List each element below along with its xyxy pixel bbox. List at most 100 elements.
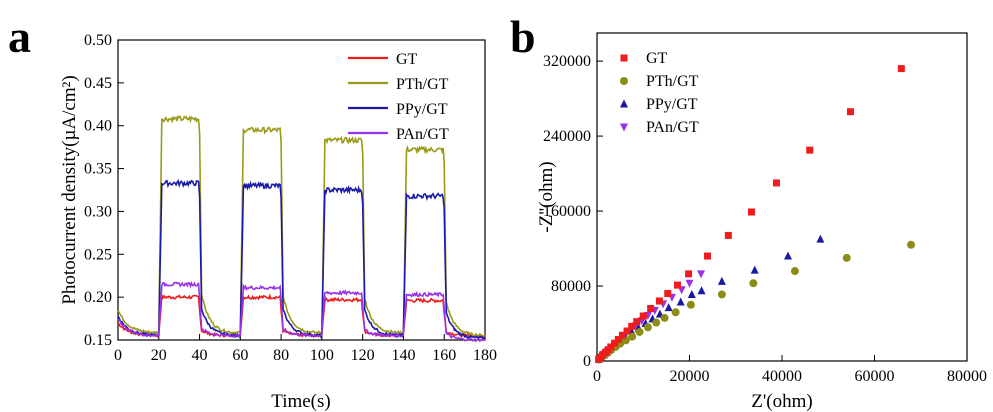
legend-label: PPy/GT	[646, 96, 698, 113]
data-point-ppy-gt	[676, 297, 685, 306]
legend-marker	[620, 77, 628, 85]
legend-label: PAn/GT	[646, 119, 699, 136]
data-point-gt	[628, 322, 636, 330]
plot-b-ytick-label: 80000	[551, 278, 591, 295]
data-point-pth-gt	[749, 279, 758, 288]
legend-label: GT	[646, 50, 668, 67]
plot-b-xtick-label: 60000	[855, 368, 895, 385]
data-point-gt	[897, 65, 905, 73]
data-point-gt	[806, 146, 814, 154]
data-point-gt	[647, 305, 655, 313]
series-line-pth-gt	[117, 115, 486, 338]
data-point-gt	[704, 252, 712, 260]
data-point-ppy-gt	[784, 251, 793, 260]
plot-a-ticks: 0 20 40 60 80 100 120 140 160 180 0.15 0.20 0.25 0.30…	[84, 32, 497, 364]
panel-b-letter: b	[510, 11, 536, 62]
plot-a-series-lines	[117, 115, 486, 343]
data-point-ppy-gt	[697, 286, 706, 295]
data-point-gt	[846, 108, 854, 116]
plot-a-frame	[117, 39, 486, 341]
plot-a-xtick-label: 0	[114, 347, 122, 364]
data-point-gt	[611, 339, 619, 347]
data-point-ppy-gt	[664, 303, 673, 312]
plot-b-ytick-label: 320000	[543, 53, 591, 70]
data-point-pth-gt	[635, 327, 644, 336]
plot-a-xtick-label: 120	[351, 347, 375, 364]
plot-a-xtick-label: 40	[192, 347, 208, 364]
data-point-pth-gt	[717, 290, 726, 299]
data-point-gt	[623, 327, 631, 335]
data-point-gt	[664, 290, 672, 298]
plot-b-series-points	[594, 65, 916, 364]
plot-a-xtick-label: 100	[310, 347, 334, 364]
data-point-pth-gt	[628, 332, 637, 341]
data-point-pth-gt	[643, 323, 652, 332]
plot-a-legend: GT PTh/GT PPy/GT PAn/GT	[348, 51, 449, 143]
data-point-gt	[685, 270, 693, 278]
legend-marker	[620, 99, 628, 108]
legend-label: PTh/GT	[396, 76, 449, 93]
panel-a-letter: a	[8, 11, 31, 62]
data-point-gt	[607, 343, 615, 351]
data-point-pth-gt	[686, 300, 695, 309]
data-point-pth-gt	[652, 318, 661, 327]
data-point-pth-gt	[790, 267, 799, 276]
data-point-pth-gt	[660, 313, 669, 322]
data-point-gt	[747, 208, 755, 216]
data-point-ppy-gt	[687, 289, 696, 298]
plot-b-xlabel: Z'(ohm)	[751, 391, 812, 412]
legend-label: PPy/GT	[396, 101, 448, 118]
data-point-gt	[639, 312, 647, 320]
plot-a-xlabel: Time(s)	[271, 391, 330, 412]
plot-b-ytick-label: 0	[583, 353, 591, 370]
series-line-pan-gt	[117, 280, 486, 343]
data-point-gt	[633, 318, 641, 326]
data-point-pth-gt	[907, 240, 916, 249]
legend-label: GT	[396, 51, 418, 68]
plot-a-xtick-label: 20	[151, 347, 167, 364]
plot-b-ylabel: -Z''(ohm)	[536, 161, 557, 232]
legend-label: PTh/GT	[646, 73, 699, 90]
plot-a-xtick-label: 160	[432, 347, 456, 364]
series-line-ppy-gt	[117, 178, 486, 341]
plot-b-ytick-label: 160000	[543, 203, 591, 220]
data-point-pth-gt	[842, 253, 851, 262]
legend-marker	[620, 54, 628, 62]
data-point-ppy-gt	[717, 276, 726, 285]
data-point-gt	[673, 281, 681, 289]
plot-a-ylabel: Photocurrent density(µA/cm²)	[59, 75, 80, 304]
plot-a-ytick-label: 0.30	[84, 203, 112, 220]
plot-b-xtick-label: 0	[593, 368, 601, 385]
panel-a-line-chart: a 0 20 40 60 80 100 120 140 160 180 0.15 0.20 0.25 0.…	[8, 11, 497, 412]
plot-a-ytick-label: 0.45	[84, 75, 112, 92]
data-point-ppy-gt	[750, 265, 759, 274]
plot-b-ticks: 0 20000 40000 60000 80000 0 80000 160000 240000 3…	[543, 53, 987, 385]
plot-a-xtick-label: 180	[473, 347, 497, 364]
data-point-gt	[618, 331, 626, 339]
plot-b-xtick-label: 20000	[670, 368, 710, 385]
plot-a-ytick-label: 0.25	[84, 246, 112, 263]
plot-a-xtick-label: 60	[232, 347, 248, 364]
plot-a-ytick-label: 0.15	[84, 332, 112, 349]
data-point-ppy-gt	[816, 234, 825, 243]
panel-b-scatter-chart: b 0 20000 40000 60000 80000 0 80000 160000 24000…	[510, 11, 987, 412]
data-point-gt	[772, 179, 780, 187]
data-point-gt	[614, 335, 622, 343]
plot-a-ytick-label: 0.20	[84, 289, 112, 306]
legend-marker	[620, 123, 628, 132]
plot-b-xtick-label: 80000	[947, 368, 987, 385]
data-point-gt	[655, 297, 663, 305]
plot-a-ytick-label: 0.40	[84, 118, 112, 135]
data-point-pth-gt	[671, 308, 680, 317]
legend-label: PAn/GT	[396, 126, 449, 143]
data-point-gt	[724, 231, 732, 239]
plot-a-xtick-label: 140	[391, 347, 415, 364]
plot-a-ytick-label: 0.50	[84, 32, 112, 49]
plot-b-xtick-label: 40000	[762, 368, 802, 385]
plot-b-legend: GT PTh/GT PPy/GT PAn/GT	[620, 50, 699, 136]
data-point-pan-gt	[697, 270, 706, 279]
data-point-pan-gt	[685, 279, 694, 288]
plot-b-ytick-label: 240000	[543, 128, 591, 145]
plot-a-xtick-label: 80	[273, 347, 289, 364]
